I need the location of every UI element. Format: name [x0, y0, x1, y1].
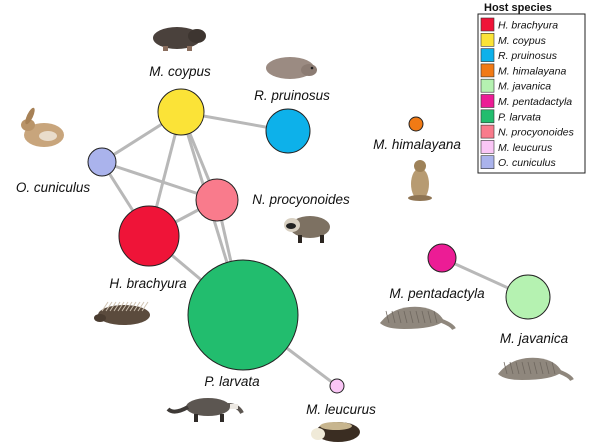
node-procyonoides: [195, 178, 239, 222]
node-label-himalayana: M. himalayana: [373, 137, 461, 152]
legend-label: P. larvata: [498, 111, 541, 123]
rabbit-icon: [21, 107, 64, 147]
node-himalayana: [408, 116, 424, 132]
node-coypus: [157, 88, 205, 136]
legend-label: N. procyonoides: [498, 127, 575, 139]
node-label-coypus: M. coypus: [149, 64, 211, 79]
legend-swatch: [480, 63, 495, 78]
legend-label: O. cuniculus: [498, 157, 557, 169]
nodes-layer: [87, 88, 551, 394]
node-label-leucurus: M. leucurus: [306, 402, 376, 417]
mole-rat-icon: [153, 27, 206, 51]
node-pruinosus: [265, 108, 311, 154]
animal-illustrations: [21, 27, 574, 442]
legend-title: Host species: [484, 2, 552, 14]
legend-swatch: [480, 124, 495, 139]
node-label-pruinosus: R. pruinosus: [254, 88, 330, 103]
node-label-pentadactyla: M. pentadactyla: [389, 286, 485, 301]
node-brachyura: [118, 205, 180, 267]
node-leucurus: [329, 378, 345, 394]
pangolin-icon: [380, 306, 456, 331]
legend-swatch: [480, 48, 495, 62]
legend-swatch: [480, 17, 495, 32]
civet-icon: [166, 398, 244, 422]
legend-items: H. brachyura M. coypus R. pruinosus M. hima…: [477, 13, 586, 174]
pangolin-icon: [498, 357, 574, 382]
legend-label: R. pruinosus: [498, 50, 558, 62]
legend-label: M. himalayana: [498, 65, 566, 77]
node-label-brachyura: H. brachyura: [109, 276, 187, 291]
node-label-larvata: P. larvata: [204, 374, 260, 389]
legend: Host species H. brachyura M. coypus R. pru…: [477, 2, 586, 174]
node-pentadactyla: [427, 243, 457, 273]
legend-swatch: [480, 155, 495, 169]
node-label-javanica: M. javanica: [500, 331, 569, 346]
node-cuniculus: [87, 147, 117, 177]
node-larvata: [187, 259, 299, 371]
porcupine-icon: [94, 301, 150, 325]
badger-icon: [311, 422, 360, 442]
legend-label: M. javanica: [498, 81, 551, 93]
legend-label: H. brachyura: [498, 20, 558, 32]
bamboo-rat-icon: [266, 57, 317, 79]
node-label-procyonoides: N. procyonoides: [252, 192, 350, 207]
legend-label: M. leucurus: [498, 142, 553, 154]
raccoon-dog-icon: [284, 216, 330, 243]
node-javanica: [505, 274, 551, 320]
legend-swatch: [480, 32, 495, 47]
node-label-cuniculus: O. cuniculus: [16, 180, 91, 195]
marmot-icon: [408, 160, 432, 201]
legend-label: M. coypus: [498, 35, 547, 47]
node-labels: M. coypus R. pruinosus O. cuniculus N. proc…: [16, 64, 569, 417]
legend-label: M. pentadactyla: [498, 96, 572, 108]
legend-swatch: [480, 109, 495, 124]
legend-swatch: [480, 94, 495, 108]
legend-frame: [477, 13, 586, 174]
legend-swatch: [480, 140, 495, 154]
legend-swatch: [480, 78, 495, 93]
